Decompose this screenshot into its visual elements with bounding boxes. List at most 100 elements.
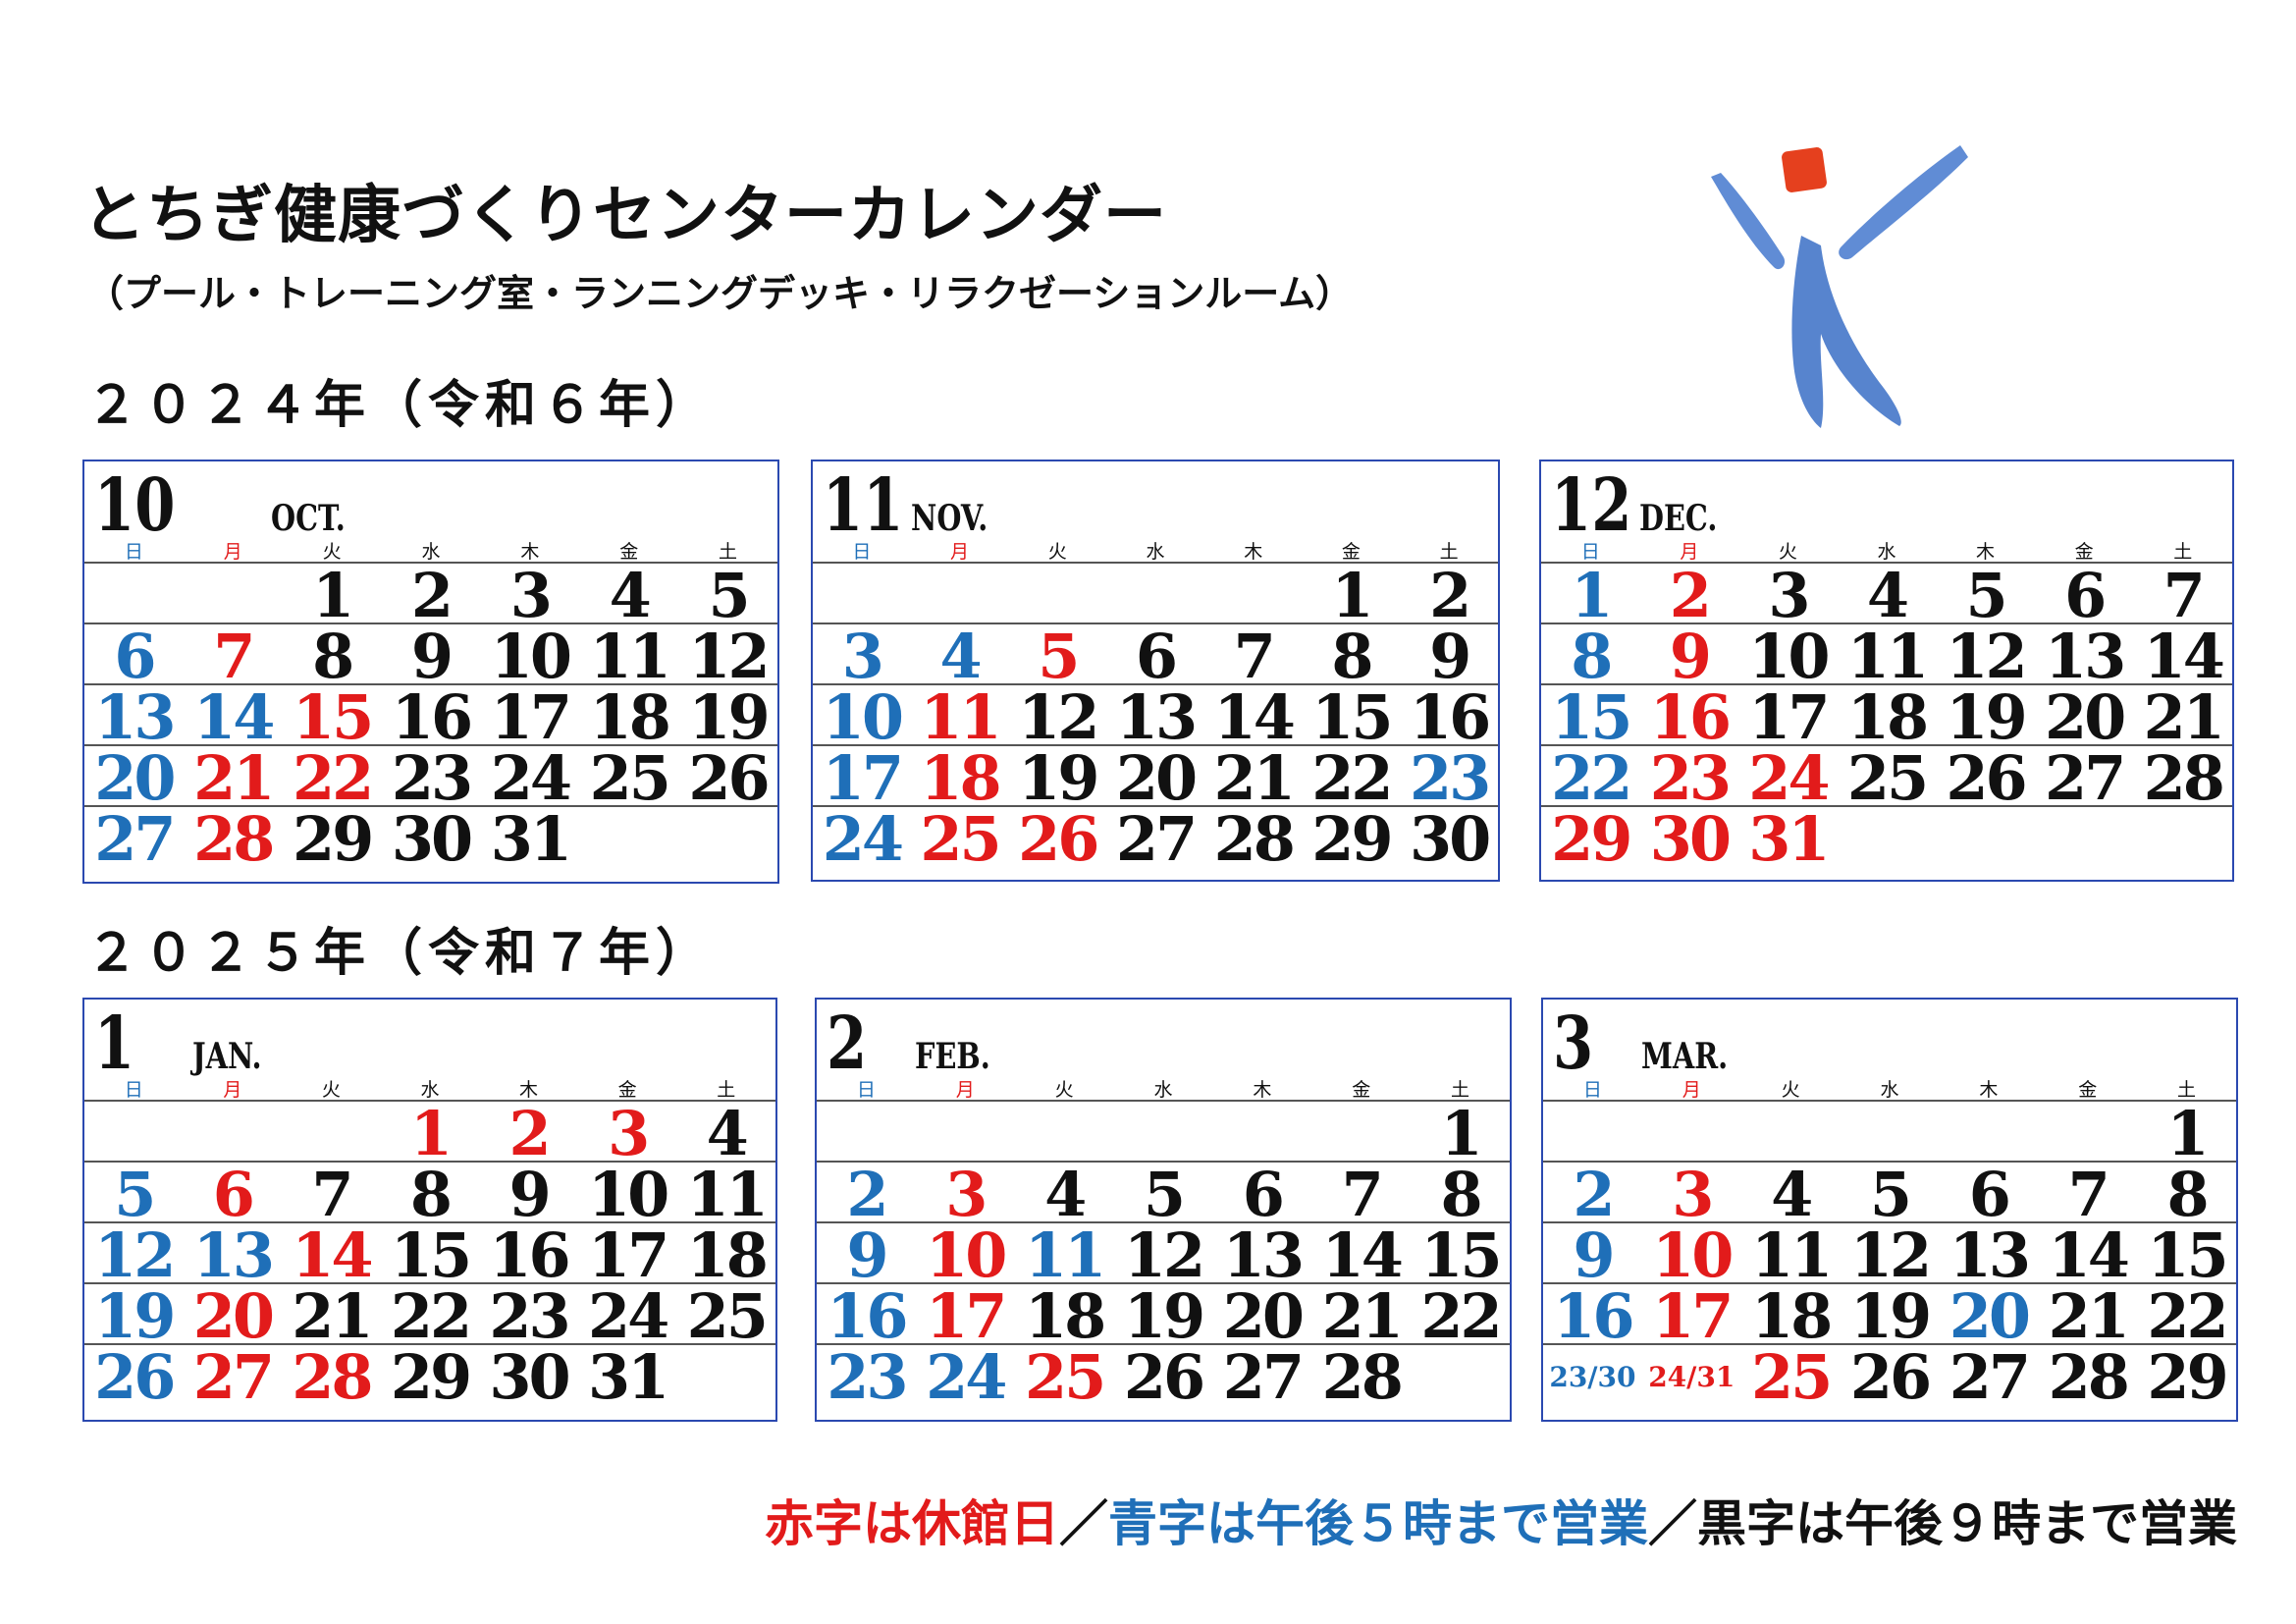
day-cell: 3 xyxy=(480,564,580,628)
day-cell: 18 xyxy=(910,746,1009,811)
weekday-label: 土 xyxy=(719,541,738,563)
day-cell: 12 xyxy=(678,624,777,689)
day-cell: 11 xyxy=(1740,1223,1841,1288)
day-cell: 10 xyxy=(577,1163,677,1227)
weekday-label: 木 xyxy=(1253,1079,1272,1101)
day-cell: 4 xyxy=(1740,1163,1841,1227)
day-cell: 7 xyxy=(2038,1163,2138,1227)
day-cell: 16 xyxy=(1400,685,1498,750)
calendar-title: とちぎ健康づくりセンターカレンダー xyxy=(82,180,1167,252)
day-cell: 22 xyxy=(380,1284,480,1349)
day-cell: 26 xyxy=(1018,803,1099,875)
day-cell: 10 xyxy=(813,685,911,750)
day-cell: 7 xyxy=(2133,564,2232,628)
day-cell: 16 xyxy=(1543,1284,1642,1349)
day-cell: 29 xyxy=(292,803,374,875)
weekday-header-row: 日月火水木金土 xyxy=(1541,542,2232,564)
day-cell: 27 xyxy=(94,803,176,875)
day-cell: 27 xyxy=(1115,803,1198,875)
weekday-label: 月 xyxy=(950,541,970,563)
day-cell: 12 xyxy=(1008,685,1107,750)
month-header: 11 NOV. xyxy=(813,461,1498,546)
day-cell: 1 xyxy=(1411,1102,1510,1166)
day-grid: 1 2 3 4 5 6 7 8 9 10 11 12 13 14 15 16 17 18 19 20 21 22 23 24 2… xyxy=(84,564,777,875)
day-cell: 28 xyxy=(2133,746,2232,811)
day-cell: 15 xyxy=(380,1223,480,1288)
month-header: 1 JAN. xyxy=(84,1000,775,1084)
day-cell xyxy=(1014,1102,1114,1163)
day-grid: 1 2 3 4 5 6 7 8 9 10 11 12 13 14 15 16 17 18 19 20 21 22 23 24 2… xyxy=(813,564,1498,875)
day-cell: 13 xyxy=(2034,624,2134,689)
day-cell: 20 xyxy=(1106,746,1204,811)
day-cell: 23 xyxy=(827,1341,908,1413)
weekday-label: 月 xyxy=(1680,541,1699,563)
month-calendar-12: 12 DEC. 日月火水木金土 1 2 3 4 5 6 7 8 9 10 11 12 13 14 15 16 17 18… xyxy=(1539,460,2234,882)
day-cell: 23/30 xyxy=(1549,1361,1636,1393)
day-cell: 15 xyxy=(1541,685,1640,750)
day-cell: 27 xyxy=(1949,1341,2031,1413)
weekday-label: 水 xyxy=(1877,541,1896,563)
weekday-label: 木 xyxy=(519,1079,539,1101)
logo-left-arm xyxy=(1711,173,1786,270)
weekday-label: 木 xyxy=(1979,1079,1999,1101)
weekday-label: 火 xyxy=(322,541,342,563)
day-cell: 20 xyxy=(84,746,184,811)
day-cell: 5 xyxy=(1936,564,2035,628)
day-grid: 1 2 3 4 5 6 7 8 9 10 11 12 13 14 15 16 17 18 19 20 21 22 23 24 2… xyxy=(1541,564,2232,875)
weekday-header-row: 日月火水木金土 xyxy=(84,1080,775,1102)
legend-separator: ／ xyxy=(1648,1495,1697,1552)
day-cell: 28 xyxy=(1213,803,1296,875)
weekday-label: 火 xyxy=(321,1079,341,1101)
day-cell: 4 xyxy=(676,1102,775,1166)
weekday-label: 土 xyxy=(2177,1079,2197,1101)
day-cell: 15 xyxy=(2137,1223,2236,1288)
day-cell: 17 xyxy=(813,746,911,811)
month-abbreviation: JAN. xyxy=(192,1036,262,1077)
human-figure-logo-icon xyxy=(1711,145,1968,428)
day-cell: 21 xyxy=(183,746,283,811)
weekday-label: 月 xyxy=(223,1079,242,1101)
day-cell: 9 xyxy=(1639,624,1739,689)
day-cell: 26 xyxy=(678,746,777,811)
day-cell: 31 xyxy=(1748,803,1830,875)
day-cell: 23 xyxy=(1400,746,1498,811)
day-cell: 9 xyxy=(381,624,481,689)
day-cell: 7 xyxy=(183,624,283,689)
day-cell xyxy=(1543,1102,1642,1163)
day-cell: 20 xyxy=(1212,1284,1312,1349)
legend-separator: ／ xyxy=(1059,1495,1108,1552)
day-cell xyxy=(282,1102,381,1163)
weekday-label: 日 xyxy=(852,541,872,563)
day-cell xyxy=(579,807,678,868)
day-cell xyxy=(2035,807,2134,868)
day-cell: 23 xyxy=(1639,746,1739,811)
day-cell: 1 xyxy=(2137,1102,2236,1166)
day-cell: 9 xyxy=(1400,624,1498,689)
day-cell: 19 xyxy=(678,685,777,750)
month-header: 12 DEC. xyxy=(1541,461,2232,546)
day-grid: 1 2 3 4 5 6 7 8 9 10 11 12 13 14 15 16 17 18 19 20 21 22 23/30… xyxy=(1543,1102,2236,1413)
day-cell: 6 xyxy=(2034,564,2134,628)
day-cell: 21 xyxy=(1311,1284,1412,1349)
weekday-label: 日 xyxy=(1580,541,1600,563)
day-cell: 14 xyxy=(183,685,283,750)
day-cell: 25 xyxy=(676,1284,775,1349)
day-cell xyxy=(183,1102,283,1163)
weekday-label: 水 xyxy=(421,541,441,563)
month-abbreviation: FEB. xyxy=(915,1036,990,1077)
day-cell: 2 xyxy=(1639,564,1739,628)
day-cell: 1 xyxy=(1541,564,1640,628)
day-cell: 28 xyxy=(193,803,275,875)
day-cell: 17 xyxy=(480,685,580,750)
weekday-label: 月 xyxy=(1682,1079,1701,1101)
weekday-label: 月 xyxy=(223,541,242,563)
day-cell: 13 xyxy=(84,685,184,750)
month-number: 2 xyxy=(827,1001,868,1086)
month-abbreviation: DEC. xyxy=(1639,498,1718,539)
day-cell: 29 xyxy=(1551,803,1632,875)
day-cell: 26 xyxy=(94,1341,176,1413)
weekday-label: 金 xyxy=(2074,541,2094,563)
day-cell: 16 xyxy=(479,1223,578,1288)
day-cell: 24 xyxy=(926,1341,1007,1413)
day-cell: 16 xyxy=(381,685,481,750)
